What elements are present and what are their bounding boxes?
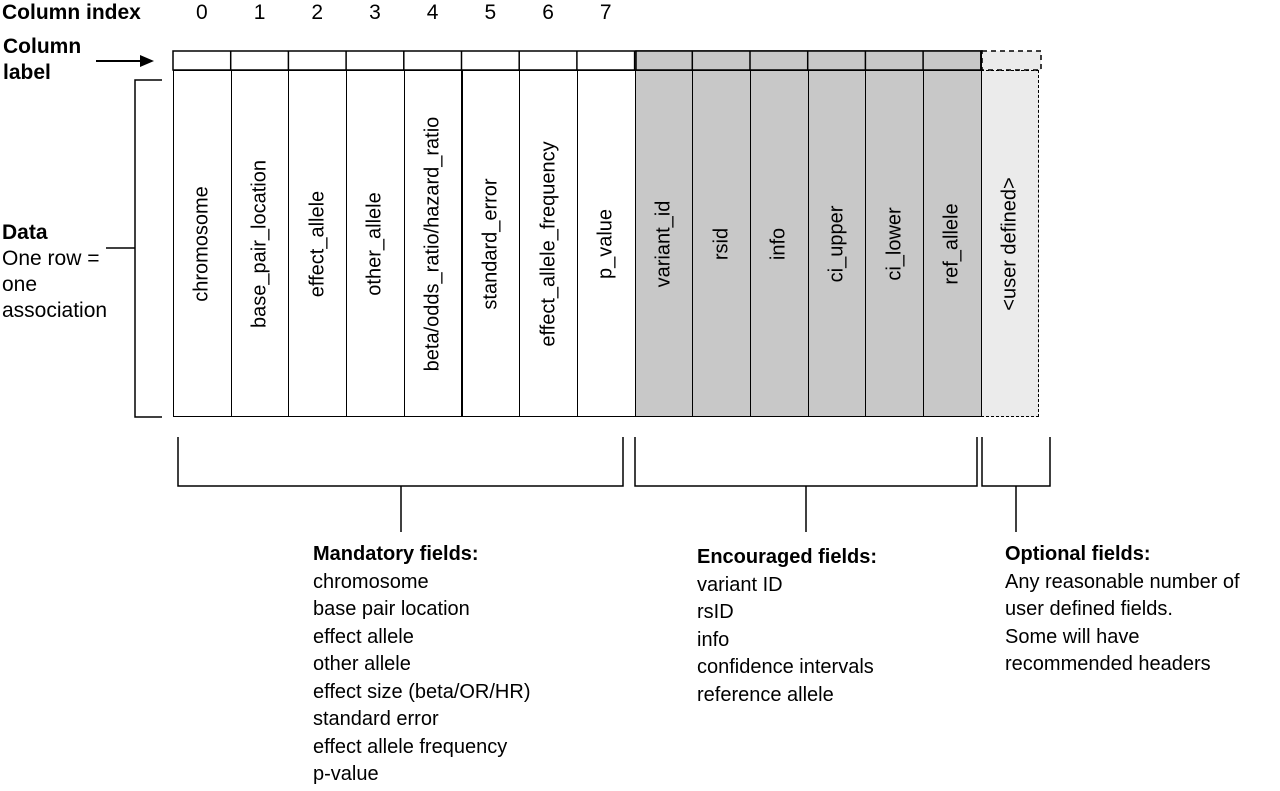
header-dividers <box>229 51 982 70</box>
column-encouraged: rsid <box>692 70 751 417</box>
column-encouraged: ci_lower <box>865 70 925 417</box>
optional-field-item: recommended headers <box>1005 653 1211 675</box>
column-index: 0 <box>196 1 208 24</box>
encouraged-field-item: info <box>697 628 730 651</box>
data-desc-line3: association <box>2 299 108 322</box>
header-row-optional <box>981 50 1042 71</box>
encouraged-field-item: rsID <box>697 601 734 623</box>
column-encouraged: variant_id <box>634 70 694 417</box>
arrow-head-icon <box>140 55 154 67</box>
encouraged-field-item: reference allele <box>697 683 834 706</box>
column-mandatory: base_pair_location <box>230 70 290 417</box>
column-index: 3 <box>369 1 381 24</box>
mandatory-field-item: chromosome <box>313 570 429 593</box>
column-index: 5 <box>484 1 497 24</box>
optional-fields-group: Optional fields: Any reasonable number o… <box>1005 541 1240 679</box>
column-label-title: Column label <box>3 34 81 86</box>
data-title: Data <box>2 221 48 244</box>
data-bracket <box>134 79 162 418</box>
column-index: 4 <box>426 1 439 24</box>
column-optional: <user defined> <box>980 70 1040 417</box>
column-mandatory: p_value <box>576 70 636 417</box>
column-label-line2: label <box>3 61 51 84</box>
optional-field-item: Some will have <box>1005 625 1140 648</box>
data-label: Data One row = one association <box>2 220 107 324</box>
mandatory-field-item: effect allele <box>313 625 414 648</box>
encouraged-bracket <box>634 437 978 487</box>
mandatory-field-item: p-value <box>313 763 379 785</box>
mandatory-fields-group: Mandatory fields: chromosome base pair lo… <box>313 541 530 789</box>
mandatory-field-item: other allele <box>313 653 411 675</box>
encouraged-field-item: confidence intervals <box>697 656 874 678</box>
mandatory-fields-title: Mandatory fields: <box>313 543 479 565</box>
mandatory-field-item: standard error <box>313 708 439 730</box>
encouraged-fields-title: Encouraged fields: <box>697 546 878 568</box>
column-index: 7 <box>599 1 612 24</box>
optional-field-item: Any reasonable number of <box>1005 570 1240 593</box>
optional-fields-title: Optional fields: <box>1005 543 1151 565</box>
encouraged-field-item: variant ID <box>697 573 783 596</box>
header-row-encouraged <box>635 50 983 71</box>
column-mandatory: effect_allele_frequency <box>519 70 578 417</box>
optional-field-item: user defined fields. <box>1005 598 1173 620</box>
column-index: 6 <box>542 1 554 24</box>
data-desc-line1: One row = <box>2 247 100 270</box>
column-mandatory: standard_error <box>461 70 521 417</box>
mandatory-bracket <box>177 437 624 487</box>
data-desc-line2: one <box>2 273 38 296</box>
column-encouraged: ref_allele <box>923 70 982 417</box>
column-index-label: Column index <box>2 1 141 24</box>
mandatory-field-item: base pair location <box>313 598 470 620</box>
mandatory-field-item: effect allele frequency <box>313 735 508 758</box>
column-index: 1 <box>253 1 266 24</box>
encouraged-fields-group: Encouraged fields: variant ID rsID info con… <box>697 544 877 709</box>
column-index: 2 <box>311 1 324 24</box>
column-mandatory: beta/odds_ratio/hazard_ratio <box>403 70 463 417</box>
optional-bracket <box>981 437 1051 487</box>
mandatory-field-item: effect size (beta/OR/HR) <box>313 680 531 703</box>
column-label-line1: Column <box>3 35 82 58</box>
